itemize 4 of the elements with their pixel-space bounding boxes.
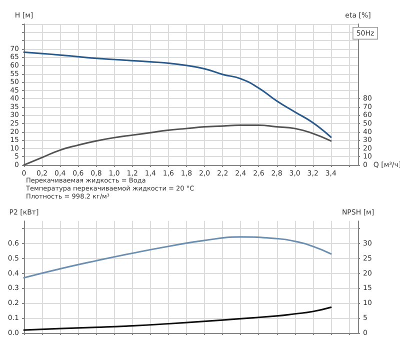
line-series xyxy=(23,51,332,138)
line-series xyxy=(23,306,332,331)
line-series xyxy=(23,236,332,279)
line-series xyxy=(23,124,332,166)
